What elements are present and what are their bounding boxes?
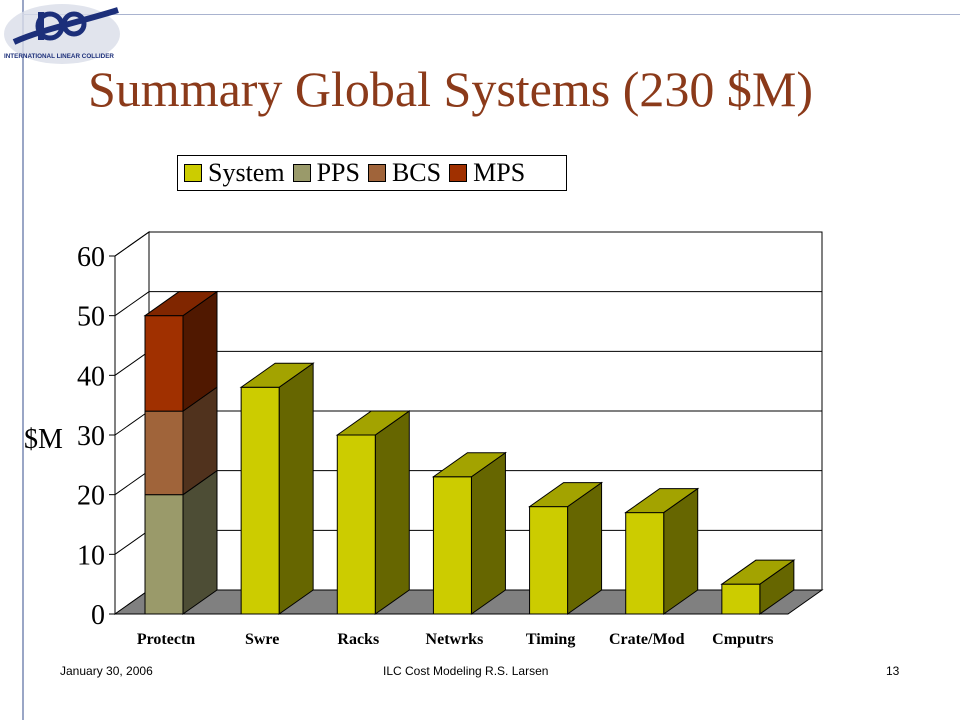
legend-label: System bbox=[208, 158, 285, 187]
legend-label: BCS bbox=[391, 158, 442, 187]
x-tick-label: Protectn bbox=[137, 631, 195, 648]
bar-top bbox=[527, 482, 604, 508]
bar-top bbox=[335, 410, 411, 436]
bar bbox=[336, 434, 376, 615]
y-tick-label: 10 bbox=[77, 540, 105, 571]
footer-center: ILC Cost Modeling R.S. Larsen bbox=[383, 664, 549, 678]
legend-label: MPS bbox=[473, 158, 526, 187]
footer-page-number: 13 bbox=[886, 664, 900, 678]
gridline-side bbox=[114, 231, 150, 257]
x-tick-label: Timing bbox=[526, 631, 576, 648]
bar bbox=[144, 494, 184, 615]
y-tick-label: 40 bbox=[77, 361, 105, 392]
legend-item: PPS bbox=[292, 158, 360, 188]
y-tick-label: 60 bbox=[77, 242, 105, 273]
legend-swatch bbox=[449, 164, 468, 182]
slide-vertical-rule bbox=[22, 0, 24, 720]
x-tick-label: Swre bbox=[245, 631, 279, 648]
slide-title: Summary Global Systems (230 $M) bbox=[88, 61, 813, 117]
chart-legend: System PPS BCS MPS bbox=[177, 155, 567, 191]
logo-text: INTERNATIONAL LINEAR COLLIDER bbox=[4, 53, 114, 60]
gridline-side bbox=[114, 291, 150, 317]
bar bbox=[144, 410, 184, 496]
legend-swatch bbox=[292, 164, 311, 182]
legend-label: PPS bbox=[316, 158, 360, 187]
gridline-side bbox=[114, 470, 150, 496]
legend-item: MPS bbox=[449, 158, 525, 188]
bar-side bbox=[470, 451, 506, 615]
bar bbox=[144, 315, 184, 412]
legend-item: BCS bbox=[367, 158, 442, 188]
x-tick-label: Crate/Mod bbox=[609, 631, 685, 648]
footer-date: January 30, 2006 bbox=[60, 664, 153, 678]
bar-side bbox=[182, 469, 218, 615]
gridline-side bbox=[114, 529, 150, 555]
gridline-side bbox=[114, 350, 150, 376]
bar bbox=[240, 386, 280, 615]
bar bbox=[625, 512, 665, 615]
bar-top bbox=[143, 291, 219, 317]
bar-side bbox=[374, 410, 410, 615]
bar-top bbox=[239, 362, 315, 388]
bar-top bbox=[431, 452, 508, 478]
y-tick-label: 50 bbox=[77, 302, 105, 333]
y-tick-label: 30 bbox=[77, 421, 105, 452]
bar-side bbox=[278, 362, 314, 615]
bar bbox=[721, 583, 761, 615]
bar-top bbox=[720, 559, 796, 585]
bar-top bbox=[624, 488, 700, 514]
legend-item: System bbox=[184, 158, 285, 188]
bar bbox=[529, 506, 569, 615]
legend-swatch bbox=[184, 164, 202, 182]
gridline-side bbox=[114, 410, 150, 436]
y-tick-label: 20 bbox=[77, 481, 105, 512]
legend-swatch bbox=[367, 164, 386, 182]
x-tick-label: Netwrks bbox=[426, 631, 484, 648]
slide-horizontal-rule bbox=[22, 14, 960, 15]
y-tick-label: 0 bbox=[91, 600, 105, 631]
x-tick-label: Cmputrs bbox=[712, 631, 773, 648]
bar bbox=[432, 476, 472, 615]
y-axis-label: $M bbox=[24, 424, 63, 455]
ilc-logo: INTERNATIONAL LINEAR COLLIDER bbox=[4, 4, 120, 64]
x-tick-label: Racks bbox=[337, 631, 379, 648]
